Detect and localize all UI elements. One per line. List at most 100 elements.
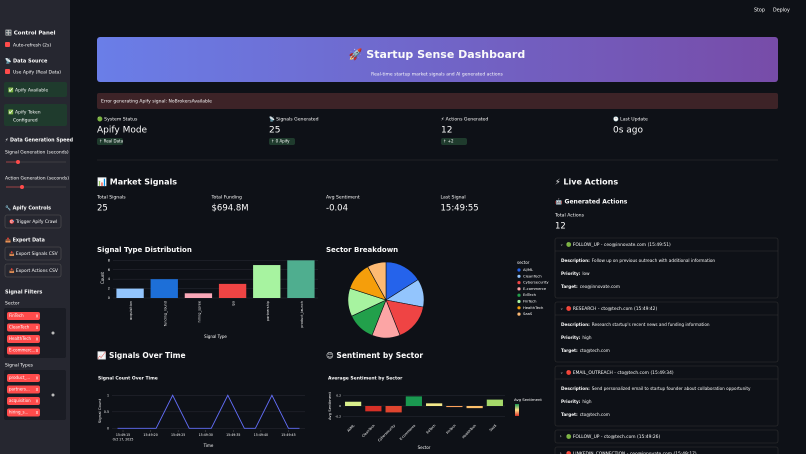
tag-remove (35, 387, 39, 392)
text: HealthTech (9, 336, 32, 341)
text: E-commerc... (9, 348, 35, 353)
text: high (582, 335, 591, 340)
x-tick-label: SaaS (489, 424, 498, 433)
text: Apify Mode (97, 126, 148, 136)
text: 📤 Export Data (5, 237, 45, 244)
bar (365, 406, 382, 412)
filter-tag[interactable] (7, 408, 40, 417)
action-card[interactable] (554, 301, 779, 363)
stop-button[interactable]: Stop (754, 8, 765, 14)
y-tick-label: 6 (108, 268, 110, 272)
x-tick-label: partnership (266, 300, 270, 321)
x-tick-label: 15:49:25 (171, 433, 185, 437)
text: Total Actions (554, 213, 585, 219)
text: Sector (5, 301, 20, 307)
slider-handle[interactable] (16, 160, 20, 164)
filter-tag[interactable] (7, 385, 40, 394)
filter-tag[interactable] (7, 312, 40, 320)
target-link[interactable]: cto@tech.com (604, 434, 636, 440)
text: Signal Type (204, 334, 227, 339)
error-box (97, 93, 778, 109)
text: ⌄ (560, 306, 563, 311)
bar (426, 403, 443, 406)
text: Signal Types (5, 363, 34, 369)
text: Follow up on previous outreach with addi… (592, 258, 716, 263)
bar (253, 265, 281, 298)
legend-swatch (517, 287, 521, 291)
text: 🔴 RESEARCH - (566, 306, 600, 312)
legend-label: EdTech (523, 293, 537, 297)
action-card[interactable] (554, 429, 779, 444)
button-label[interactable]: 🎯 Trigger Apify Crawl (9, 219, 57, 225)
slider-handle[interactable] (20, 185, 24, 189)
legend-label: CleanTech (523, 274, 542, 278)
text: 🔴 EMAIL_OUTREACH - (566, 370, 616, 376)
text: high (582, 399, 591, 404)
checkbox[interactable] (5, 42, 10, 47)
y-tick-label: 1 (107, 393, 109, 397)
button-label[interactable]: 📥 Export Actions CSV (9, 268, 58, 274)
legend-swatch (517, 306, 521, 310)
text: Send personalized email to startup found… (592, 386, 751, 391)
bar (486, 399, 503, 406)
text: low (582, 271, 590, 276)
text: (15:49:17) (673, 451, 696, 454)
filter-tag[interactable] (7, 374, 40, 382)
x-tick-label: Cybersecurity (377, 424, 396, 443)
delta-badge (441, 138, 467, 145)
legend-swatch (517, 281, 521, 285)
text: Average Sentiment by Sector (328, 376, 403, 382)
legend-label: SaaS (523, 312, 533, 316)
bar (150, 279, 178, 298)
button[interactable] (4, 263, 62, 278)
text: Target: (561, 284, 578, 289)
success-box (4, 82, 67, 97)
y-tick-label: 0 (108, 296, 110, 300)
multiselect (4, 308, 66, 358)
x-tick-label: 15:49:40 (254, 433, 268, 437)
multiselect (4, 370, 66, 420)
action-card[interactable] (554, 237, 779, 299)
text: 12 (441, 126, 452, 136)
filter-tag[interactable] (7, 335, 40, 343)
button[interactable] (4, 214, 62, 229)
tag-remove (35, 410, 39, 415)
legend-label: FinTech (523, 300, 537, 304)
button-label[interactable]: 📥 Export Signals CSV (9, 251, 58, 257)
checkbox[interactable] (5, 69, 10, 74)
text: ⚡ Data Generation Speed (5, 138, 74, 144)
legend-swatch (517, 312, 521, 316)
bar (116, 288, 144, 298)
text: cto@tech.com (580, 348, 610, 353)
bar (184, 293, 213, 298)
text: ✅ Apify Available (8, 87, 48, 94)
target-link[interactable]: cto@tech.com (601, 306, 633, 312)
tag-remove (35, 348, 39, 353)
filter-tag[interactable] (7, 323, 40, 332)
text: Target: (561, 348, 578, 353)
target-link[interactable]: ceo@innovate.com (630, 451, 672, 454)
target-link[interactable]: ceo@innovate.com (604, 242, 646, 248)
text: 🟢 System Status (97, 116, 138, 123)
action-card[interactable] (554, 365, 779, 427)
deploy-button[interactable]: Deploy (773, 8, 790, 14)
text: cto@tech.com (580, 412, 610, 417)
text: 15:49:55 (441, 204, 479, 214)
text: 25 (269, 126, 280, 136)
bar (345, 401, 362, 406)
tag-remove (35, 325, 39, 330)
filter-tag[interactable] (7, 397, 40, 405)
target-link[interactable]: cto@tech.com (617, 370, 649, 376)
text: partners... (9, 387, 30, 392)
text: ✅ Apify Token (8, 109, 41, 116)
text: ↑ +2 (443, 139, 454, 144)
legend-label: HealthTech (523, 306, 544, 310)
text: CleanTech (9, 325, 30, 330)
y-tick-label: 0 (339, 404, 341, 408)
filter-tag[interactable] (7, 346, 40, 355)
text: Sector Breakdown (326, 246, 398, 254)
bar (405, 396, 422, 406)
text: Real-time startup market signals and AI … (371, 72, 503, 78)
button[interactable] (4, 246, 62, 261)
